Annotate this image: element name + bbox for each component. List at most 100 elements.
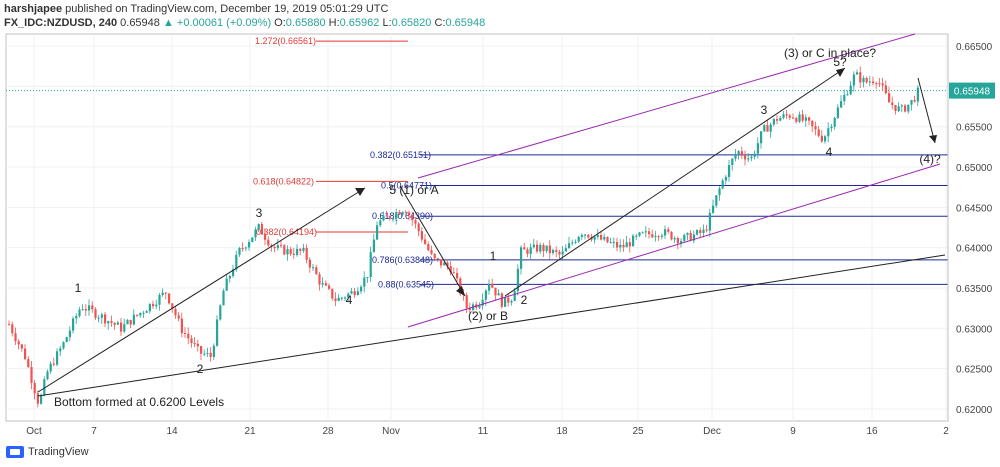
candle-body [542,244,545,252]
y-tick-label: 0.64500 [956,203,993,214]
candle-body [795,117,798,122]
candle-body [94,309,97,318]
author-name[interactable]: harshjapee [4,3,63,15]
y-tick-label: 0.65500 [956,123,993,134]
wave-annotation: 1 [490,249,497,263]
candle-body [72,318,75,331]
time-axis[interactable]: Oct 7 14 21 28 Nov 11 18 25 Dec 9 16 2 [26,426,949,437]
candle-body [836,107,839,118]
candle-body [203,353,206,355]
candle-body [760,131,763,144]
candle-body [664,229,667,236]
wave-annotation: Bottom formed at 0.6200 Levels [54,395,224,409]
candle-body [116,322,119,325]
candle-body [891,102,894,106]
candle-body [139,312,142,316]
candle-body [632,235,635,247]
candle-body [481,299,484,306]
candle-body [414,220,417,224]
candle-body [286,249,289,255]
candle-body [683,234,686,241]
candle-body [628,242,631,247]
low-value: 0.65820 [391,17,432,29]
candle-body [385,215,388,217]
candle-body [305,247,308,260]
tradingview-brand: TradingView [28,446,89,458]
fib-label: 0.786(0.63848) [372,255,433,265]
tradingview-footer[interactable]: TradingView [6,446,89,458]
candle-body [769,124,772,132]
candle-body [78,309,81,317]
candle-body [27,359,30,367]
candle-body [571,242,574,244]
candle-body [350,291,353,294]
candle-body [776,118,779,121]
candle-body [564,248,567,252]
candle-body [644,231,647,233]
candle-body [852,74,855,86]
candle-body [500,293,503,307]
candle-body [638,232,641,236]
price-change: +0.00061 (+0.09%) [176,17,272,29]
candle-body [328,285,331,289]
candles [8,66,919,408]
candle-body [49,363,52,372]
candle-body [46,371,49,380]
fib-label: 1.272(0.66561) [255,36,316,46]
candle-body [619,244,622,248]
candle-body [273,246,276,249]
plot-frame [5,33,949,422]
candle-body [708,212,711,231]
candle-body [548,245,551,253]
candle-body [324,283,327,286]
candle-body [702,229,705,234]
candle-body [785,114,788,116]
candle-body [238,248,241,255]
candle-body [900,105,903,107]
candle-body [81,309,84,311]
candle-body [580,235,583,237]
candle-body [734,154,737,159]
y-tick-label: 0.63000 [956,324,993,335]
candle-body [593,236,596,240]
wave-annotation: (3) or C in place? [784,46,876,60]
wave-annotation: 2 [197,362,204,376]
fib-label: 0.382(0.65151) [370,150,431,160]
candle-body [600,235,603,240]
candle-body [337,297,340,301]
candle-body [401,212,404,215]
candle-body [856,72,859,75]
candle-body [356,291,359,295]
drawn-lines [37,33,946,397]
candle-body [433,253,436,259]
x-tick-label: 25 [632,426,644,437]
candle-body [830,126,833,129]
candle-body [427,244,430,251]
close-label: C: [434,17,446,29]
up-arrow-icon: ▲ [162,17,174,29]
candle-body [827,128,830,137]
x-tick-label: 28 [322,426,334,437]
candle-body [11,324,14,334]
candle-body [824,136,827,142]
candle-body [740,151,743,156]
candle-body [100,314,103,318]
candle-body [609,242,612,244]
candle-body [248,242,251,248]
candle-body [468,307,471,311]
candle-body [494,287,497,296]
candle-body [603,236,606,240]
candle-body [478,305,481,308]
candle-body [862,77,865,83]
candle-body [801,114,804,121]
wave-annotation: 4 [346,293,353,307]
candle-body [612,241,615,243]
candle-body [142,312,145,314]
candle-body [379,220,382,226]
candle-body [577,236,580,242]
x-tick-label: 18 [556,426,568,437]
candle-body [676,238,679,244]
candle-body [465,295,468,308]
candle-body [894,105,897,111]
